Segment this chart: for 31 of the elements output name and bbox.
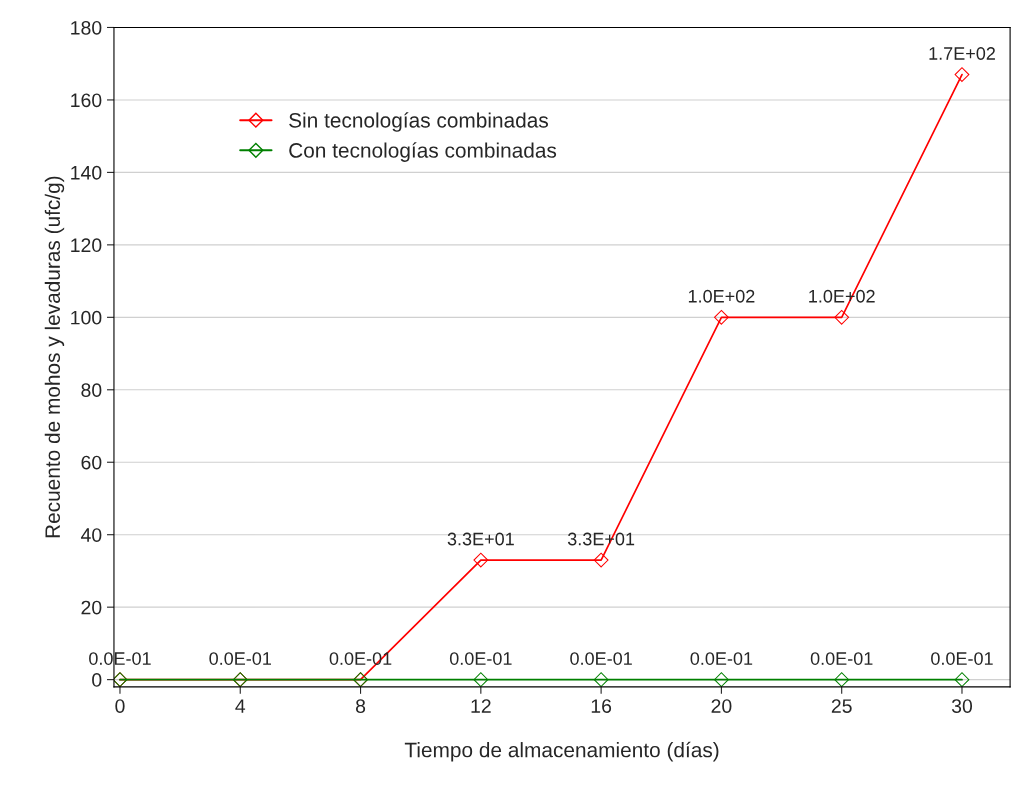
data-label: 0.0E-01 — [449, 652, 512, 665]
data-label: 0.0E-01 — [209, 652, 271, 665]
legend-label: Con tecnologías combinadas — [289, 142, 557, 162]
legend-label: Sin tecnologías combinadas — [289, 112, 548, 132]
y-tick-label: 0 — [92, 673, 102, 687]
x-tick-label: 4 — [235, 699, 246, 713]
x-axis-title: Tiempo de almacenamiento (días) — [404, 741, 719, 762]
y-tick-label: 120 — [71, 238, 102, 253]
data-label: 1.7E+02 — [929, 47, 995, 60]
y-axis-title: Recuento de mohos y levaduras (ufc/g) — [44, 176, 65, 538]
data-label: 0.0E-01 — [570, 652, 632, 665]
data-label: 1.0E+02 — [688, 289, 755, 303]
y-tick-label: 20 — [81, 600, 102, 615]
data-label: 3.3E+01 — [447, 532, 514, 546]
data-label: 0.0E-01 — [690, 652, 753, 665]
y-tick-label: 140 — [71, 165, 102, 180]
x-tick-label: 30 — [951, 699, 973, 713]
y-tick-label: 100 — [71, 310, 102, 325]
x-tick-label: 12 — [471, 699, 491, 713]
y-tick-label: 60 — [81, 455, 102, 470]
y-tick-label: 40 — [80, 528, 102, 542]
x-tick-label: 25 — [831, 699, 852, 713]
y-tick-label: 180 — [71, 20, 102, 35]
x-tick-label: 8 — [355, 699, 366, 713]
x-tick-label: 20 — [711, 699, 732, 713]
y-tick-label: 160 — [71, 93, 102, 108]
data-label: 0.0E-01 — [810, 652, 873, 665]
x-tick-label: 0 — [115, 699, 125, 713]
y-tick-label: 80 — [81, 383, 102, 398]
data-label: 0.0E-01 — [931, 652, 993, 665]
x-tick-label: 16 — [591, 699, 612, 713]
